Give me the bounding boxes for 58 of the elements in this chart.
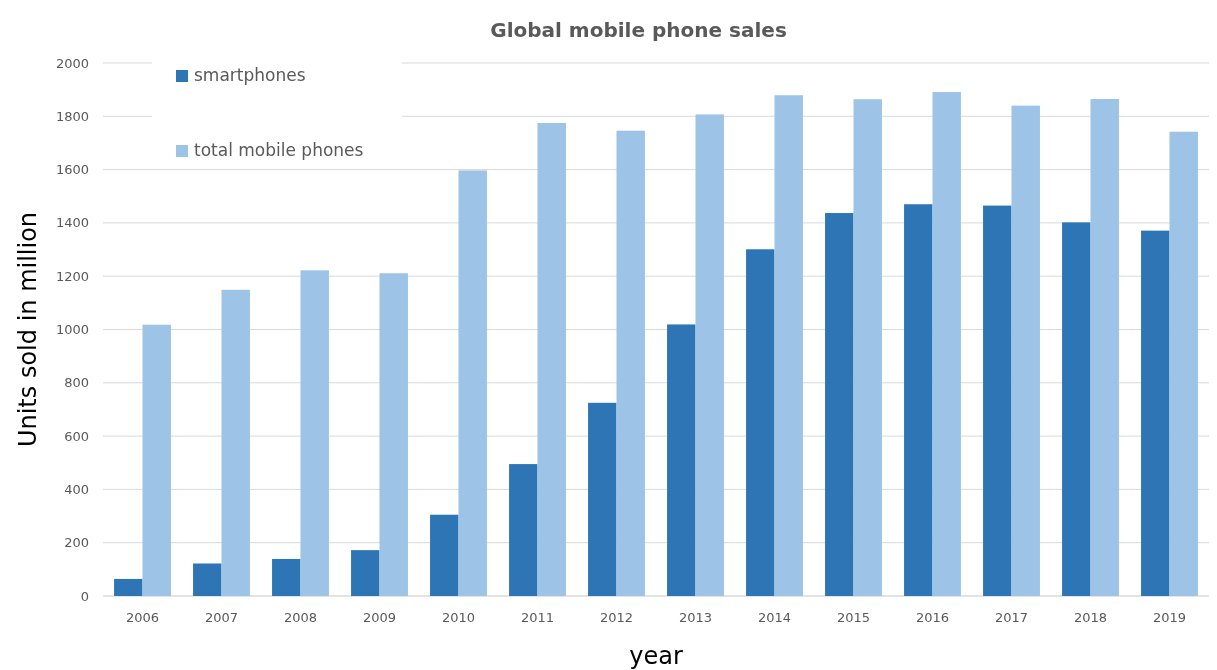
bar [667,324,696,596]
y-tick-label: 600 [64,428,89,444]
y-tick-label: 2000 [55,55,89,71]
bar [142,324,171,596]
x-tick-label: 2006 [125,610,160,625]
x-axis-title: year [629,642,683,670]
bar [458,170,487,596]
bar [509,464,538,596]
bar [774,95,803,596]
bar [904,204,933,596]
bar [1141,230,1170,596]
bar [221,289,250,596]
x-tick-label: 2013 [678,610,713,625]
x-tick-label: 2018 [1073,610,1108,625]
bar [1169,131,1198,596]
x-tick-label: 2016 [915,610,950,625]
bar [1090,98,1119,596]
y-tick-label: 400 [64,481,89,497]
legend-label: total mobile phones [194,140,364,160]
bar [351,550,380,596]
y-tick-label: 1000 [55,322,89,338]
bar [616,130,645,596]
y-tick-label: 1400 [55,215,89,231]
y-tick-label: 1200 [55,268,89,284]
y-tick-label: 200 [64,535,89,551]
bar [695,114,724,596]
bar [932,92,961,596]
bar [430,514,459,596]
x-tick-label: 2019 [1152,610,1187,625]
y-tick-label: 1600 [55,162,89,178]
y-tick-label: 800 [64,375,89,391]
bar [1011,105,1040,596]
bar [272,558,301,596]
y-tick-label: 0 [80,588,89,604]
legend-label: smartphones [194,65,306,85]
chart-title: Global mobile phone sales [490,18,787,42]
bar [746,249,775,596]
x-tick-label: 2009 [362,610,397,625]
bar [537,122,566,596]
x-tick-label: 2015 [836,610,871,625]
bar [300,270,329,596]
bar [114,578,143,596]
x-tick-label: 2014 [757,610,792,625]
x-tick-label: 2008 [283,610,318,625]
x-tick-label: 2011 [520,610,555,625]
x-tick-label: 2017 [994,610,1029,625]
y-axis-title: Units sold in million [14,211,42,448]
bar [193,563,222,596]
bar [853,99,882,596]
bar [983,205,1012,596]
bar [1062,222,1091,596]
x-tick-label: 2012 [599,610,634,625]
x-tick-label: 2007 [204,610,239,625]
bar [588,402,617,596]
bar [825,213,854,596]
x-tick-label: 2010 [441,610,476,625]
y-tick-label: 1800 [55,108,89,124]
bar [379,273,408,596]
